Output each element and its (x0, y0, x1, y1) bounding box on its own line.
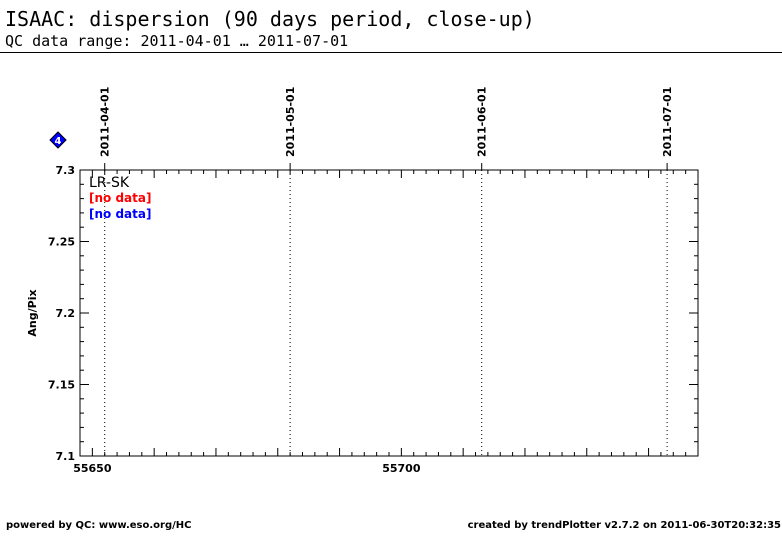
date-marker-label: 2011-07-01 (661, 87, 674, 157)
badge-number: 4 (55, 136, 62, 147)
quality-badge: 4 (49, 131, 67, 149)
y-tick-label: 7.2 (56, 307, 76, 320)
y-tick-label: 7.3 (56, 164, 76, 177)
plot-frame (79, 169, 699, 457)
y-tick-label: 7.1 (56, 450, 76, 463)
x-tick-label: 55650 (73, 462, 112, 475)
y-axis-label: Ang/Pix (26, 289, 39, 336)
y-tick-label: 7.25 (48, 236, 75, 249)
date-marker-label: 2011-06-01 (476, 87, 489, 157)
date-marker-label: 2011-05-01 (284, 87, 297, 157)
x-tick-label: 55700 (382, 462, 421, 475)
panel-label: LR-SK (89, 175, 130, 191)
data-range-subtitle: QC data range: 2011-04-01 … 2011-07-01 (5, 32, 349, 50)
footer-generator: created by trendPlotter v2.7.2 on 2011-0… (467, 520, 781, 531)
legend-entry-red: [no data] (89, 191, 151, 205)
legend-entry-blue: [no data] (89, 207, 151, 221)
header-divider (0, 52, 782, 53)
chart-title: ISAAC: dispersion (90 days period, close… (5, 7, 535, 31)
footer-credit: powered by QC: www.eso.org/HC (6, 520, 192, 531)
date-marker-label: 2011-04-01 (99, 87, 112, 157)
diamond-icon (49, 131, 67, 149)
y-tick-label: 7.15 (48, 379, 75, 392)
